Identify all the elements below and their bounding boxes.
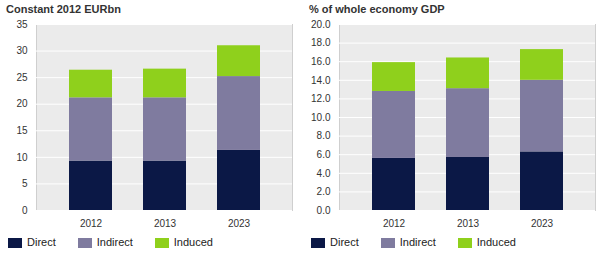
html-text:% of whole economy GDP: % of whole economy GDP — [309, 3, 445, 15]
svg-text:35: 35 — [16, 19, 28, 30]
svg-text:2012: 2012 — [80, 218, 103, 229]
svg-text:14.0: 14.0 — [311, 75, 331, 86]
svg-text:16.0: 16.0 — [311, 56, 331, 67]
svg-text:12.0: 12.0 — [311, 93, 331, 104]
svg-text:15: 15 — [16, 125, 28, 136]
html-text:Constant 2012 EURbn: Constant 2012 EURbn — [6, 3, 121, 15]
svg-text:2013: 2013 — [154, 218, 177, 229]
svg-text:20.0: 20.0 — [311, 19, 331, 30]
html-text:Direct: Direct — [27, 236, 56, 248]
svg-text:5: 5 — [22, 178, 28, 189]
svg-text:18.0: 18.0 — [311, 37, 331, 48]
svg-text:4.0: 4.0 — [317, 168, 331, 179]
svg-text:2023: 2023 — [228, 218, 251, 229]
svg-text:8.0: 8.0 — [317, 130, 331, 141]
html-text:Indirect: Indirect — [96, 236, 133, 248]
svg-text:20: 20 — [16, 98, 28, 109]
svg-text:2012: 2012 — [383, 218, 406, 229]
svg-text:6.0: 6.0 — [317, 149, 331, 160]
html-text:Induced: Induced — [476, 236, 516, 248]
svg-text:2023: 2023 — [531, 218, 554, 229]
svg-text:30: 30 — [16, 45, 28, 56]
html-text:Induced: Induced — [173, 236, 213, 248]
svg-text:2013: 2013 — [457, 218, 480, 229]
html-text:Indirect: Indirect — [399, 236, 436, 248]
svg-text:25: 25 — [16, 72, 28, 83]
svg-text:2.0: 2.0 — [317, 186, 331, 197]
svg-text:0: 0 — [22, 205, 28, 216]
svg-text:10: 10 — [16, 152, 28, 163]
svg-text:10.0: 10.0 — [311, 112, 331, 123]
html-text:Direct: Direct — [330, 236, 359, 248]
svg-text:0.0: 0.0 — [317, 205, 331, 216]
